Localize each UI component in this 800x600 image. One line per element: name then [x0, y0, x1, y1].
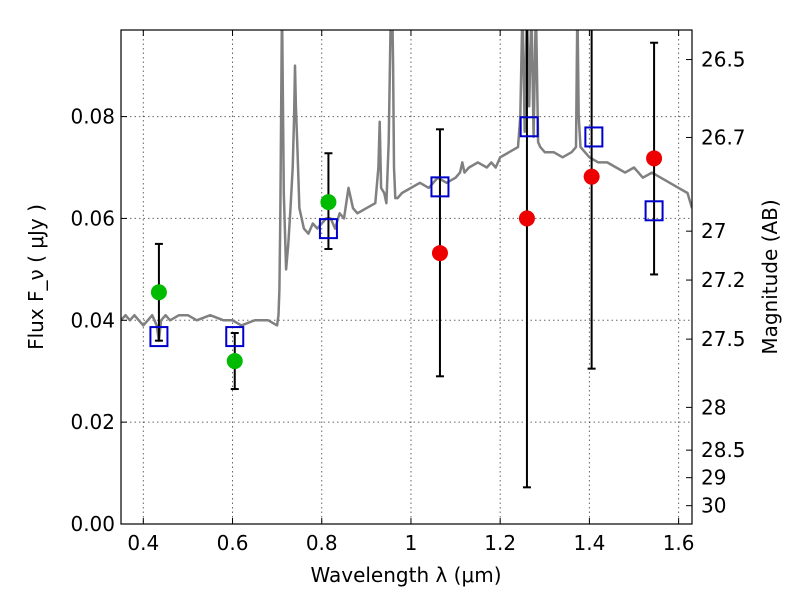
model-square	[149, 326, 169, 348]
right-tick-label: 28	[701, 395, 726, 419]
plot-frame	[120, 29, 693, 525]
error-bar	[587, 30, 596, 370]
y-tick-label: 0.04	[70, 308, 115, 332]
y-axis-label: Flux F_ν ( μJy )	[24, 204, 48, 350]
y-tick-label: 0.06	[70, 206, 115, 230]
x-axis-label: Wavelength λ (μm)	[310, 563, 501, 587]
red-point	[583, 168, 600, 185]
x-tick-label: 1.2	[484, 531, 516, 555]
x-tick-label: 0.8	[306, 531, 338, 555]
x-tick-label: 1.4	[573, 531, 605, 555]
data-layer	[121, 30, 692, 489]
red-point	[518, 210, 535, 227]
model-square	[318, 218, 338, 240]
red-point	[646, 150, 663, 167]
error-bar	[522, 30, 531, 489]
ticks: 0.4 0.6 0.8 1 1.2 1.4 1.6 0.00 0.02 0.04 0.06 0.08 2…	[70, 30, 746, 555]
model-square	[584, 126, 604, 148]
right-tick-label: 30	[701, 494, 726, 518]
x-tick-label: 0.4	[127, 531, 159, 555]
right-axis-label: Magnitude (AB)	[758, 199, 782, 354]
right-tick-label: 27	[701, 219, 726, 243]
green-point	[150, 284, 167, 301]
right-tick-label: 29	[701, 466, 726, 490]
y-tick-label: 0.02	[70, 410, 115, 434]
right-tick-label: 28.5	[701, 438, 746, 462]
plot-background	[121, 30, 692, 524]
y-tick-label: 0.00	[70, 512, 115, 536]
right-tick-label: 27.5	[701, 327, 746, 351]
model-square	[225, 326, 245, 348]
green-point	[320, 194, 337, 211]
x-tick-label: 1	[405, 531, 418, 555]
right-tick-label: 27.2	[701, 268, 746, 292]
right-tick-label: 26.7	[701, 125, 746, 149]
x-tick-label: 0.6	[217, 531, 249, 555]
x-tick-label: 1.6	[663, 531, 695, 555]
y-tick-label: 0.08	[70, 105, 115, 129]
right-tick-label: 26.5	[701, 48, 746, 72]
model-square	[644, 200, 664, 222]
model-square	[430, 176, 450, 198]
model-square	[519, 116, 539, 138]
sed-line	[121, 30, 692, 342]
green-point	[226, 353, 243, 370]
red-point	[431, 245, 448, 262]
